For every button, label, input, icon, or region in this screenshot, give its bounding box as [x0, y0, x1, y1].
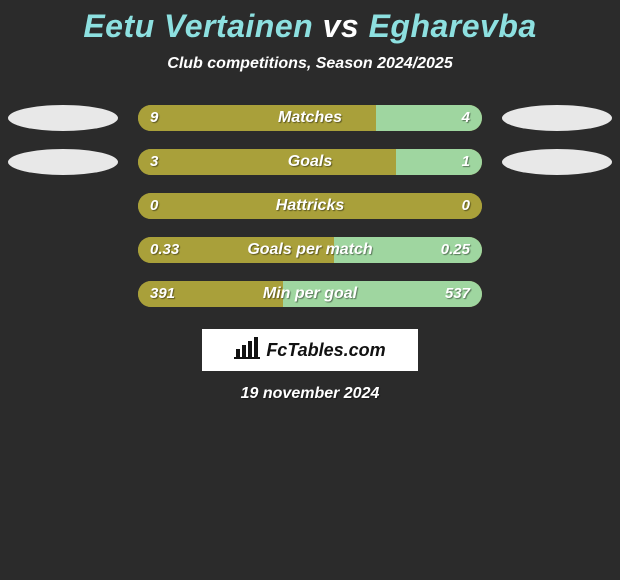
stat-row: 0 0 Hattricks [0, 193, 620, 219]
stat-value-right: 4 [462, 105, 470, 131]
stat-row: 391 537 Min per goal [0, 281, 620, 307]
stat-value-left: 3 [150, 149, 158, 175]
stat-label: Goals per match [247, 237, 372, 263]
bar-chart-icon [234, 337, 260, 364]
title-player-right: Egharevba [369, 8, 537, 44]
stat-bar: 0.33 0.25 Goals per match [138, 237, 482, 263]
stat-value-left: 0.33 [150, 237, 179, 263]
stats-list: 9 4 Matches 3 1 Goals 0 0 Hattricks 0.33 0.25 Goals… [0, 105, 620, 307]
title-player-left: Eetu Vertainen [83, 8, 313, 44]
stat-value-right: 0.25 [441, 237, 470, 263]
stat-value-right: 537 [445, 281, 470, 307]
stat-bar: 9 4 Matches [138, 105, 482, 131]
stat-value-left: 9 [150, 105, 158, 131]
logo-text: FcTables.com [266, 340, 385, 361]
fctables-logo: FcTables.com [202, 329, 418, 371]
stat-bar: 0 0 Hattricks [138, 193, 482, 219]
stat-label: Matches [278, 105, 342, 131]
player-photo-left [8, 105, 118, 131]
stat-value-right: 0 [462, 193, 470, 219]
stat-label: Goals [288, 149, 332, 175]
player-photo-right [502, 105, 612, 131]
player-photo-right [502, 149, 612, 175]
comparison-infographic: Eetu Vertainen vs Egharevba Club competi… [0, 0, 620, 403]
stat-label: Min per goal [263, 281, 357, 307]
page-title: Eetu Vertainen vs Egharevba [0, 8, 620, 45]
stat-row: 0.33 0.25 Goals per match [0, 237, 620, 263]
stat-bar-left-fill [138, 149, 396, 175]
stat-bar: 391 537 Min per goal [138, 281, 482, 307]
title-vs: vs [323, 8, 360, 44]
stat-label: Hattricks [276, 193, 344, 219]
generated-date: 19 november 2024 [0, 385, 620, 403]
stat-value-left: 0 [150, 193, 158, 219]
stat-value-right: 1 [462, 149, 470, 175]
subtitle: Club competitions, Season 2024/2025 [0, 55, 620, 73]
stat-bar: 3 1 Goals [138, 149, 482, 175]
stat-row: 3 1 Goals [0, 149, 620, 175]
player-photo-left [8, 149, 118, 175]
stat-value-left: 391 [150, 281, 175, 307]
stat-row: 9 4 Matches [0, 105, 620, 131]
